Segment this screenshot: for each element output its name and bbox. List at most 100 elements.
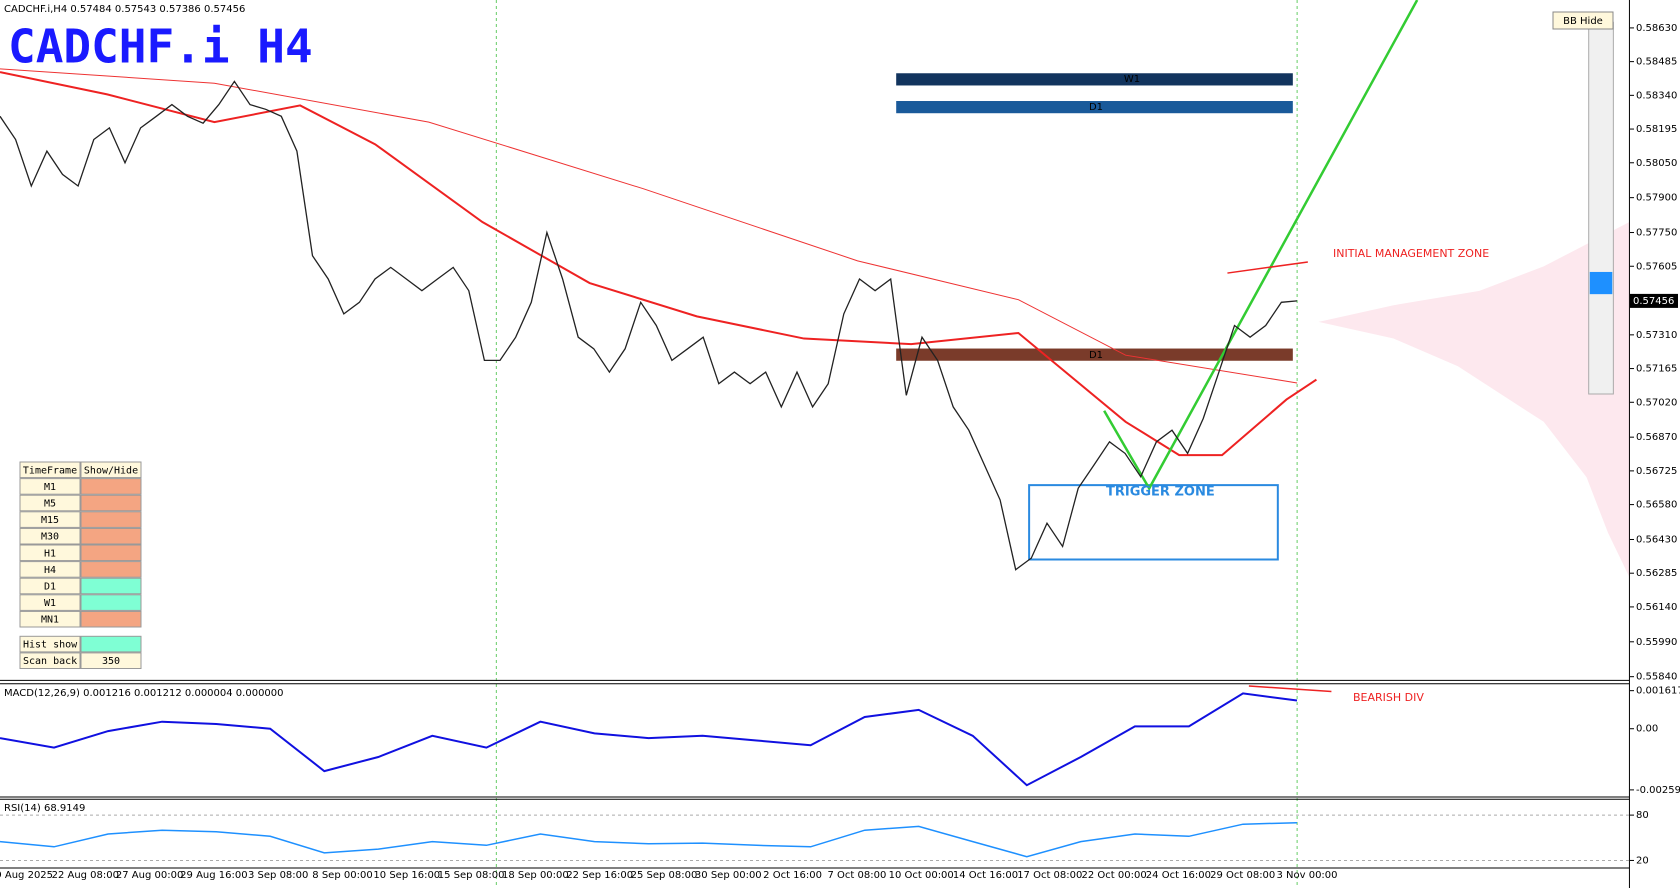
scan-input[interactable]	[80, 652, 142, 670]
y-tick-label: 0.56870	[1636, 432, 1677, 443]
x-tick-label: 22 Sep 16:00	[566, 870, 633, 881]
bearish-div-label: BEARISH DIV	[1353, 691, 1424, 704]
tf-label: M5	[44, 499, 56, 510]
x-tick-label: 8 Sep 00:00	[312, 870, 372, 881]
x-tick-label: 29 Oct 08:00	[1210, 870, 1275, 881]
x-tick-label: 2 Oct 16:00	[763, 870, 822, 881]
x-tick-label: 15 Sep 08:00	[438, 870, 505, 881]
y-tick-label: 0.57165	[1636, 364, 1677, 375]
y-tick-label: 0.00	[1636, 724, 1658, 735]
x-tick-label: 24 Oct 16:00	[1146, 870, 1211, 881]
management-zone-label: INITIAL MANAGEMENT ZONE	[1333, 247, 1489, 260]
bb-hide-button[interactable]	[1552, 11, 1614, 30]
color-tool[interactable]	[1589, 271, 1613, 295]
y-tick-label: 0.57750	[1636, 228, 1677, 239]
rsi-line	[0, 821, 1298, 858]
y-tick-label: 0.57605	[1636, 261, 1677, 272]
y-tick-label: 0.001617	[1636, 686, 1680, 697]
tf-cell	[19, 561, 81, 578]
hist-toggle[interactable]	[80, 635, 142, 653]
tf-cell	[19, 478, 81, 495]
ma-50	[0, 72, 1316, 455]
tf-label: D1	[44, 582, 56, 593]
x-tick-label: 3 Sep 08:00	[248, 870, 308, 881]
bb-hide-label[interactable]: BB Hide	[1563, 16, 1603, 27]
y-tick-label: 0.57020	[1636, 397, 1677, 408]
d1-level-zone	[896, 348, 1293, 361]
x-tick-label: 3 Nov 00:00	[1276, 870, 1337, 881]
scan-value: 350	[102, 656, 120, 667]
divergence-line	[1249, 686, 1332, 692]
hist-cell	[19, 635, 81, 653]
tf-cell	[19, 527, 81, 545]
tf-label: M15	[41, 515, 59, 526]
y-tick-label: 0.58630	[1636, 23, 1677, 34]
tf-cell	[19, 577, 81, 595]
tf-cell	[19, 610, 81, 628]
x-tick-label: 19 Aug 2025	[0, 870, 53, 881]
chart-header: CADCHF.i,H4 0.57484 0.57543 0.57386 0.57…	[4, 4, 245, 15]
w1-zone	[896, 73, 1293, 86]
current-price-tag	[1630, 293, 1678, 308]
y-tick-label: 0.56140	[1636, 602, 1677, 613]
tf-cell	[19, 544, 81, 562]
x-tick-label: 10 Oct 00:00	[889, 870, 954, 881]
x-tick-label: 17 Oct 08:00	[1017, 870, 1082, 881]
rsi-label: RSI(14) 68.9149	[4, 803, 85, 814]
ma-200	[0, 69, 1297, 383]
x-tick-label: 7 Oct 08:00	[827, 870, 886, 881]
tf-label: MN1	[41, 615, 59, 626]
y-tick-label: 20	[1636, 855, 1649, 866]
toolbar[interactable]	[1589, 22, 1614, 394]
tf-toggle[interactable]	[80, 511, 142, 528]
tf-header-cell	[19, 461, 81, 479]
macd-line	[0, 692, 1298, 787]
y-tick-label: 0.55990	[1636, 637, 1677, 648]
tf-header: Show/Hide	[84, 465, 138, 476]
price-line	[0, 80, 1298, 571]
trigger-zone-label: TRIGGER ZONE	[1106, 485, 1215, 500]
tf-toggle[interactable]	[80, 544, 142, 562]
y-tick-label: 0.56430	[1636, 534, 1677, 545]
d1-zone-label: D1	[1089, 350, 1103, 361]
y-tick-label: 0.58050	[1636, 158, 1677, 169]
volume-profile	[1318, 222, 1630, 633]
y-tick-label: 0.55840	[1636, 672, 1677, 683]
x-tick-label: 22 Oct 00:00	[1081, 870, 1146, 881]
trigger-zone	[1029, 485, 1278, 559]
tf-label: M30	[41, 532, 59, 543]
tf-toggle[interactable]	[80, 561, 142, 578]
tf-label: W1	[44, 598, 56, 609]
tf-label: M1	[44, 482, 56, 493]
tf-toggle[interactable]	[80, 478, 142, 495]
macd-label: MACD(12,26,9) 0.001216 0.001212 0.000004…	[4, 688, 284, 699]
tf-cell	[19, 494, 81, 512]
tf-cell	[19, 511, 81, 528]
tf-header: TimeFrame	[23, 465, 77, 476]
y-tick-label: 0.58485	[1636, 57, 1677, 68]
tf-header-cell	[80, 461, 142, 479]
d1-label: D1	[1089, 102, 1103, 113]
y-tick-label: 0.58340	[1636, 90, 1677, 101]
tf-cell	[19, 594, 81, 611]
scan-label: Scan back	[23, 656, 77, 667]
tf-toggle[interactable]	[80, 610, 142, 628]
tf-toggle[interactable]	[80, 494, 142, 512]
tf-label: H1	[44, 548, 56, 559]
x-tick-label: 30 Sep 00:00	[695, 870, 762, 881]
y-tick-label: 0.57900	[1636, 193, 1677, 204]
tf-toggle[interactable]	[80, 577, 142, 595]
tf-toggle[interactable]	[80, 527, 142, 545]
scan-cell	[19, 652, 81, 670]
toolbar-panel[interactable]	[1589, 22, 1614, 394]
x-tick-label: 10 Sep 16:00	[373, 870, 440, 881]
x-tick-label: 22 Aug 08:00	[52, 870, 119, 881]
tf-label: H4	[44, 565, 56, 576]
tf-toggle[interactable]	[80, 594, 142, 611]
y-tick-label: 80	[1636, 810, 1649, 821]
y-tick-label: 0.56580	[1636, 500, 1677, 511]
resistance-line	[1227, 262, 1307, 273]
